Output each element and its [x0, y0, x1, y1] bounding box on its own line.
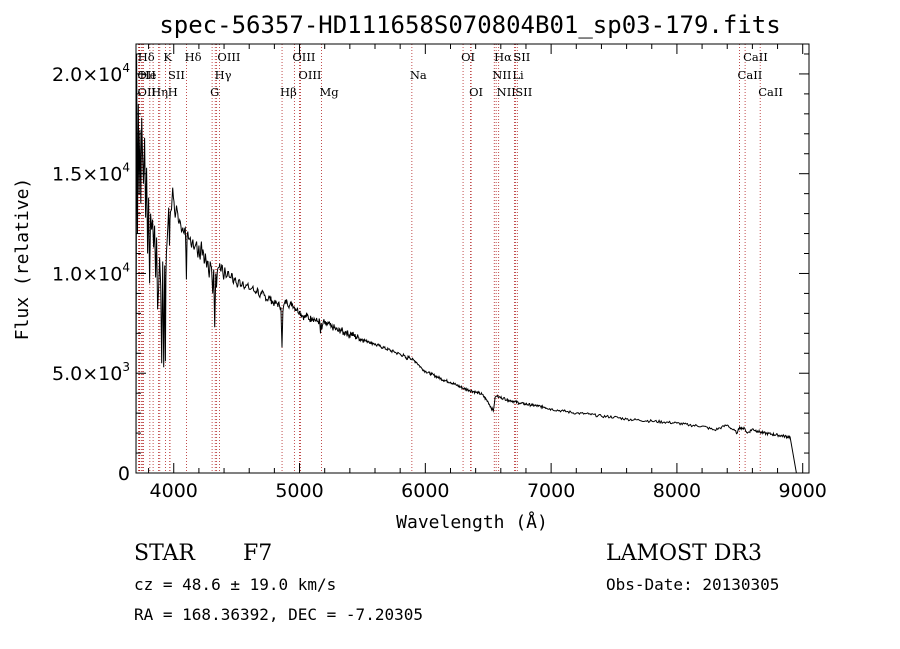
spectral-line-label: Hγ: [215, 68, 232, 82]
obs-date-text: Obs-Date: 20130305: [606, 575, 779, 594]
y-tick-label: 2.0×104: [52, 61, 130, 86]
spectrum-series-line: [135, 53, 797, 474]
spectral-line-label: SII: [515, 85, 532, 99]
spectral-line-label: CaII: [738, 68, 763, 82]
spectral-line-label: NII: [497, 85, 516, 99]
spectral-line-label: G: [210, 85, 219, 99]
spectral-line-label: Mg: [320, 85, 340, 99]
spectral-line-label: H: [168, 85, 178, 99]
spectral-line-label: CaII: [743, 50, 768, 64]
x-axis-ticks: 4000 5000 6000 7000 8000 9000: [148, 44, 827, 502]
spectral-line-label: He: [140, 68, 157, 82]
x-tick-label: 5000: [275, 480, 323, 502]
x-tick-label: 9000: [779, 480, 827, 502]
y-tick-label: 1.5×104: [52, 161, 130, 186]
spectral-line-label: SII: [168, 68, 185, 82]
spectral-line-label: OII: [137, 68, 156, 82]
spectral-line-label: OIII: [217, 50, 240, 64]
x-tick-label: 4000: [150, 480, 198, 502]
spectral-line-label: OIII: [298, 68, 321, 82]
spectral-line-label: K: [163, 50, 172, 64]
survey-name: LAMOST DR3: [606, 541, 762, 566]
x-tick-label: 8000: [653, 480, 701, 502]
redshift-text: cz = 48.6 ± 19.0 km/s: [134, 575, 336, 594]
spectral-line-label: Hη: [151, 85, 168, 99]
y-tick-label: 0: [118, 463, 130, 485]
object-subclass: F7: [243, 541, 272, 566]
spectral-line-label: NII: [492, 68, 511, 82]
spectral-line-label: Hα: [494, 50, 512, 64]
x-tick-label: 7000: [527, 480, 575, 502]
y-axis-label: Flux (relative): [12, 178, 33, 341]
spectral-line-label: OIII: [292, 50, 315, 64]
x-tick-label: 6000: [401, 480, 449, 502]
object-class: STAR: [134, 541, 196, 566]
coordinates-text: RA = 168.36392, DEC = -7.20305: [134, 605, 423, 624]
y-axis-ticks: 0 5.0×103 1.0×104 1.5×104 2.0×104: [52, 53, 809, 485]
spectral-line-markers: [138, 44, 761, 473]
spectral-line-label: OI: [469, 85, 483, 99]
spectral-line-label: OI: [461, 50, 475, 64]
spectral-line-label: Hδ: [138, 50, 155, 64]
x-axis-label: Wavelength (Å): [396, 511, 548, 533]
spectral-line-label: SII: [513, 50, 530, 64]
spectral-line-label: CaII: [758, 85, 783, 99]
chart-title: spec-56357-HD111658S070804B01_sp03-179.f…: [159, 11, 780, 39]
spectral-line-label: Hδ: [185, 50, 202, 64]
y-tick-label: 1.0×104: [52, 260, 130, 285]
plot-frame: [135, 43, 810, 474]
y-tick-label: 5.0×103: [52, 360, 130, 385]
spectral-line-label: Na: [410, 68, 427, 82]
spectral-line-label: Hβ: [280, 85, 297, 99]
spectral-line-label: OII: [138, 85, 157, 99]
spectral-line-label: Li: [512, 68, 524, 82]
